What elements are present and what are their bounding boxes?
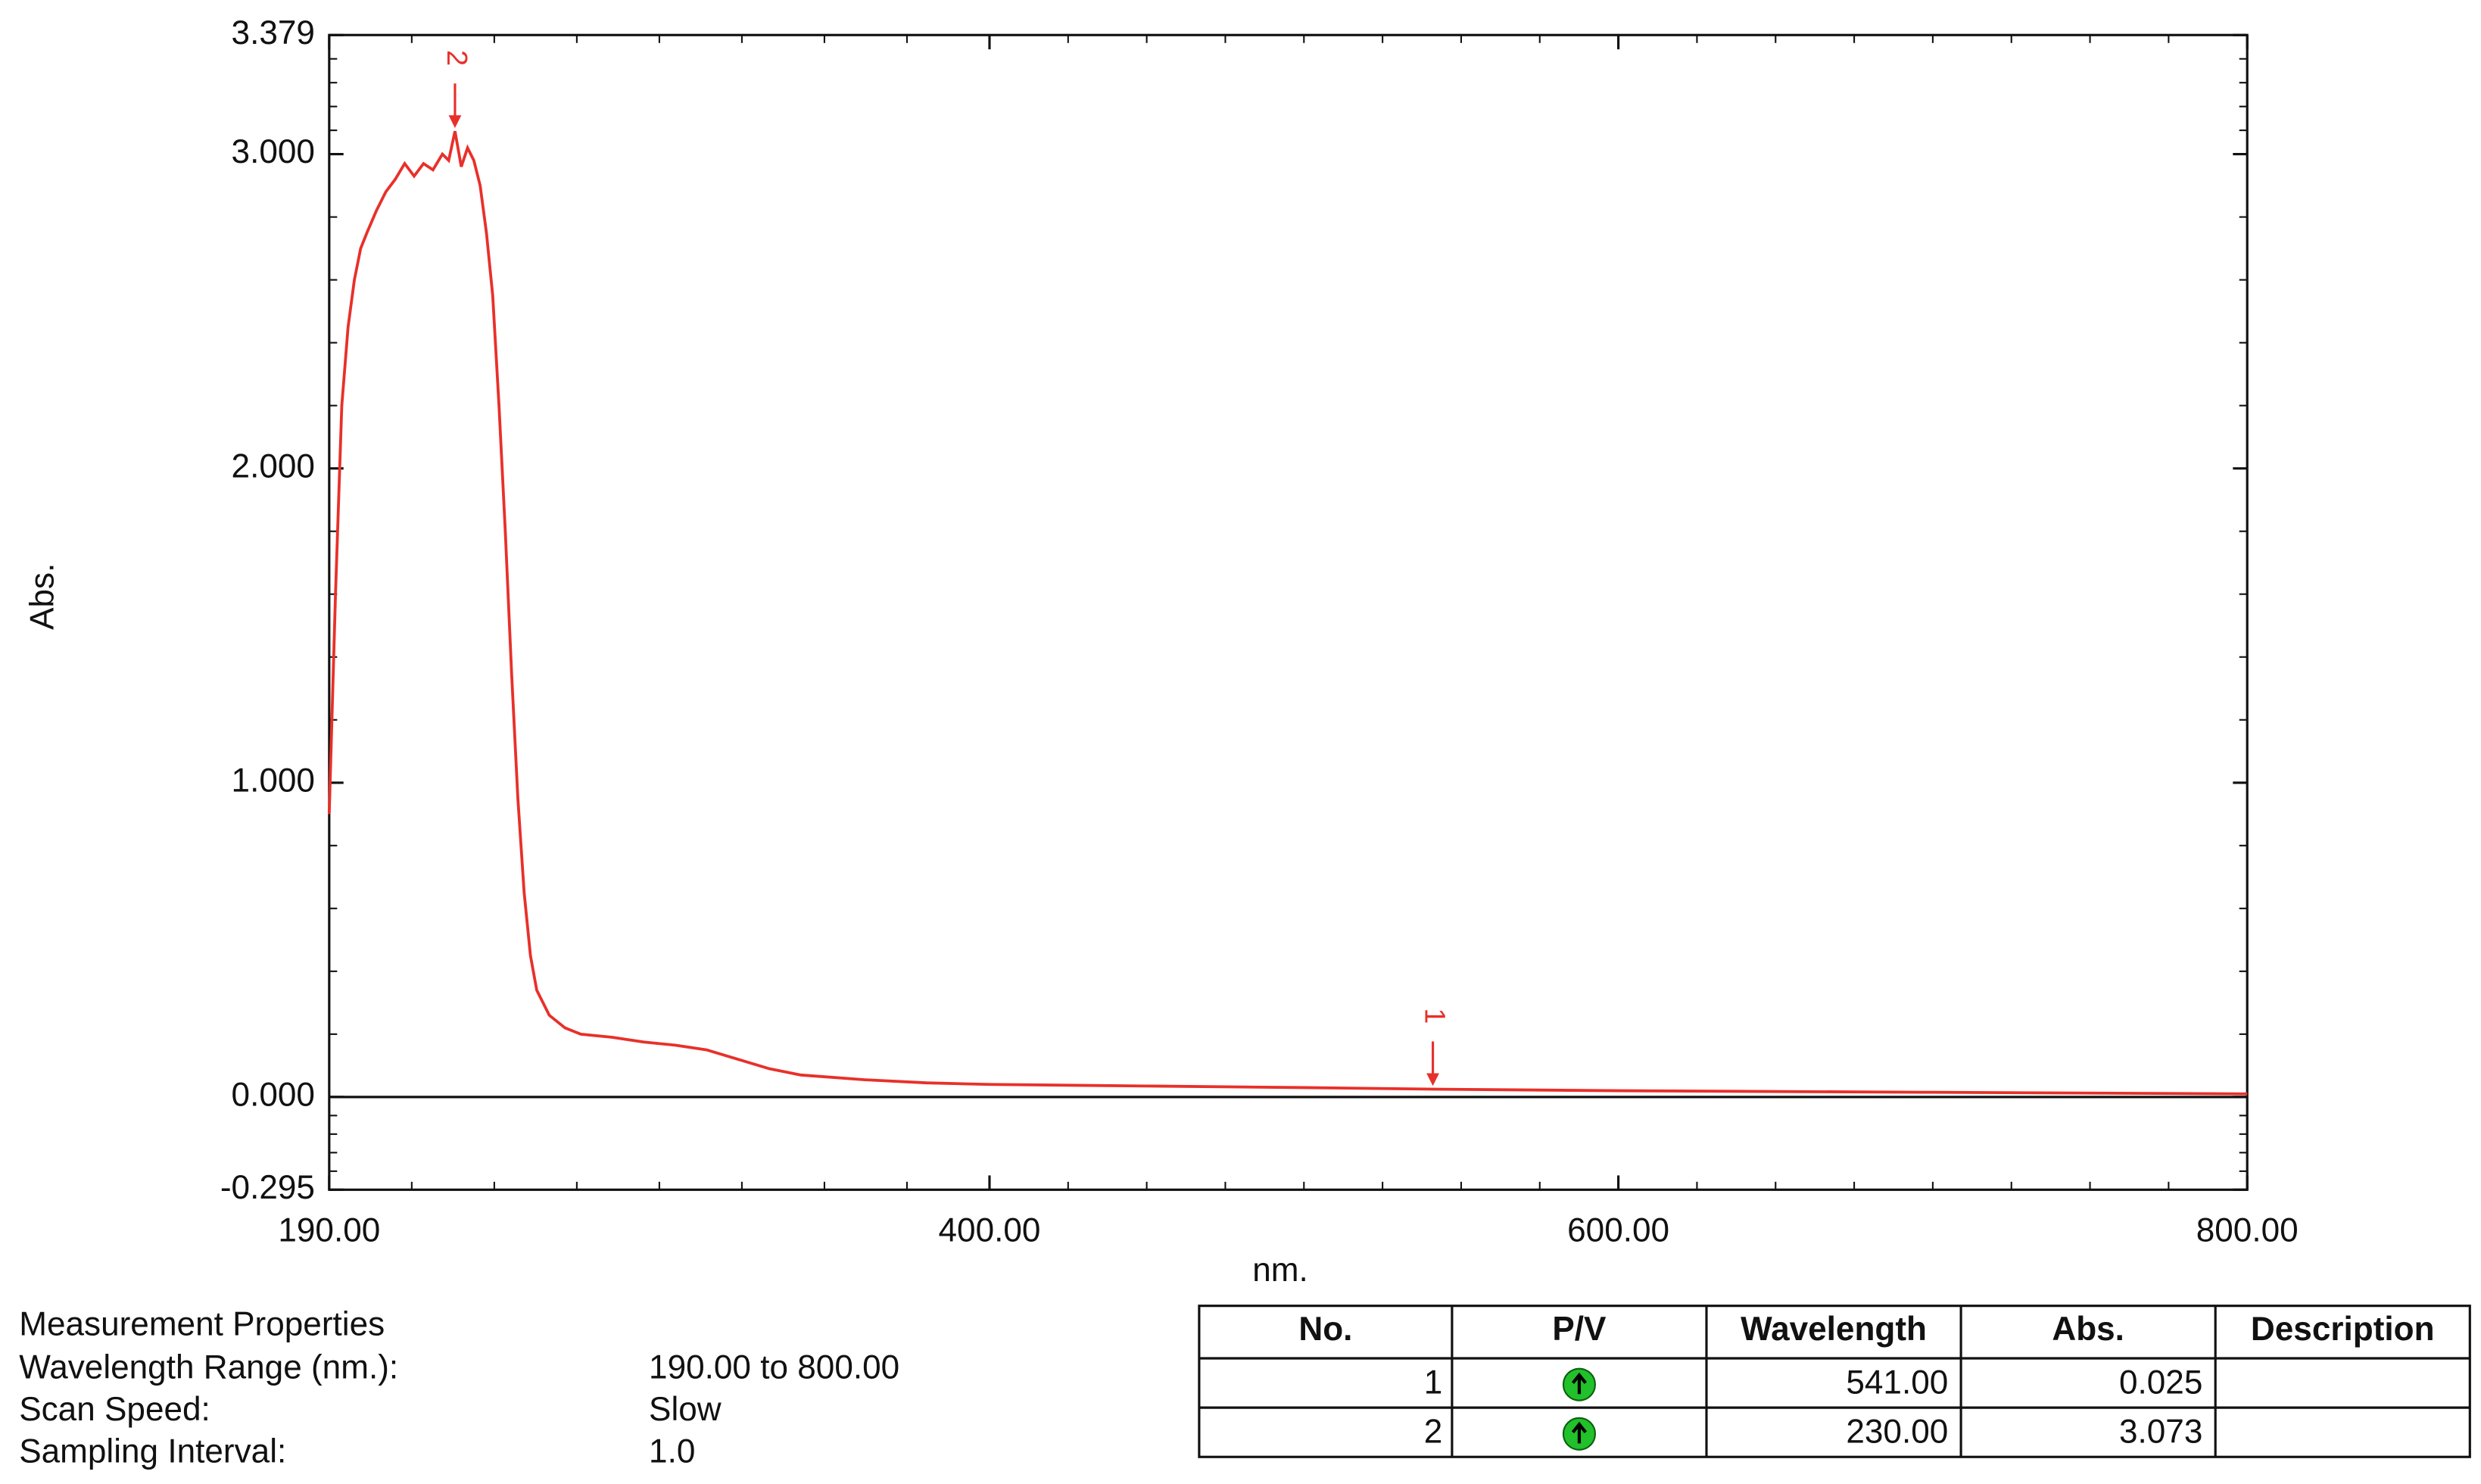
properties-title: Measurement Properties bbox=[19, 1306, 385, 1343]
table-no: 2 bbox=[1424, 1413, 1443, 1450]
table-wavelength: 230.00 bbox=[1846, 1413, 1948, 1450]
table-abs: 0.025 bbox=[2119, 1364, 2202, 1401]
x-tick-label: 400.00 bbox=[939, 1212, 1041, 1249]
table-header: No. bbox=[1298, 1311, 1352, 1348]
peak-arrowhead bbox=[1426, 1073, 1439, 1086]
property-label: Scan Speed: bbox=[19, 1391, 210, 1428]
table-wavelength: 541.00 bbox=[1846, 1364, 1948, 1401]
x-axis-label: nm. bbox=[1252, 1252, 1308, 1289]
y-tick-label: -0.295 bbox=[220, 1169, 315, 1206]
plot-frame bbox=[328, 33, 2249, 1191]
property-value: 190.00 to 800.00 bbox=[649, 1348, 899, 1386]
x-tick-label: 600.00 bbox=[1567, 1212, 1669, 1249]
table-abs: 3.073 bbox=[2119, 1413, 2202, 1450]
y-tick-label: 3.379 bbox=[232, 14, 315, 51]
peak-label: 1 bbox=[1419, 1008, 1451, 1024]
property-label: Wavelength Range (nm.): bbox=[19, 1348, 398, 1386]
peak-label: 2 bbox=[441, 50, 472, 66]
spectrum-line bbox=[327, 130, 2248, 1096]
peak-arrowhead bbox=[448, 115, 462, 129]
y-axis-label: Abs. bbox=[23, 563, 61, 630]
table-header: Description bbox=[2251, 1311, 2435, 1348]
y-tick-label: 1.000 bbox=[232, 762, 315, 799]
x-tick-label: 800.00 bbox=[2196, 1212, 2299, 1249]
peak-icon-arrow bbox=[1571, 1372, 1587, 1395]
peak-icon-arrow bbox=[1571, 1421, 1587, 1444]
x-tick-label: 190.00 bbox=[278, 1212, 380, 1249]
table-no: 1 bbox=[1424, 1364, 1443, 1401]
table-header: Abs. bbox=[2052, 1311, 2124, 1348]
property-label: Sampling Interval: bbox=[19, 1433, 286, 1470]
table-header: P/V bbox=[1552, 1311, 1607, 1348]
table-frame bbox=[1198, 1305, 2471, 1458]
property-value: Slow bbox=[649, 1391, 722, 1428]
table-header: Wavelength bbox=[1741, 1311, 1927, 1348]
property-value: 1.0 bbox=[649, 1433, 695, 1470]
y-tick-label: 2.000 bbox=[232, 447, 315, 485]
y-tick-label: 3.000 bbox=[232, 133, 315, 170]
y-tick-label: 0.000 bbox=[232, 1077, 315, 1114]
